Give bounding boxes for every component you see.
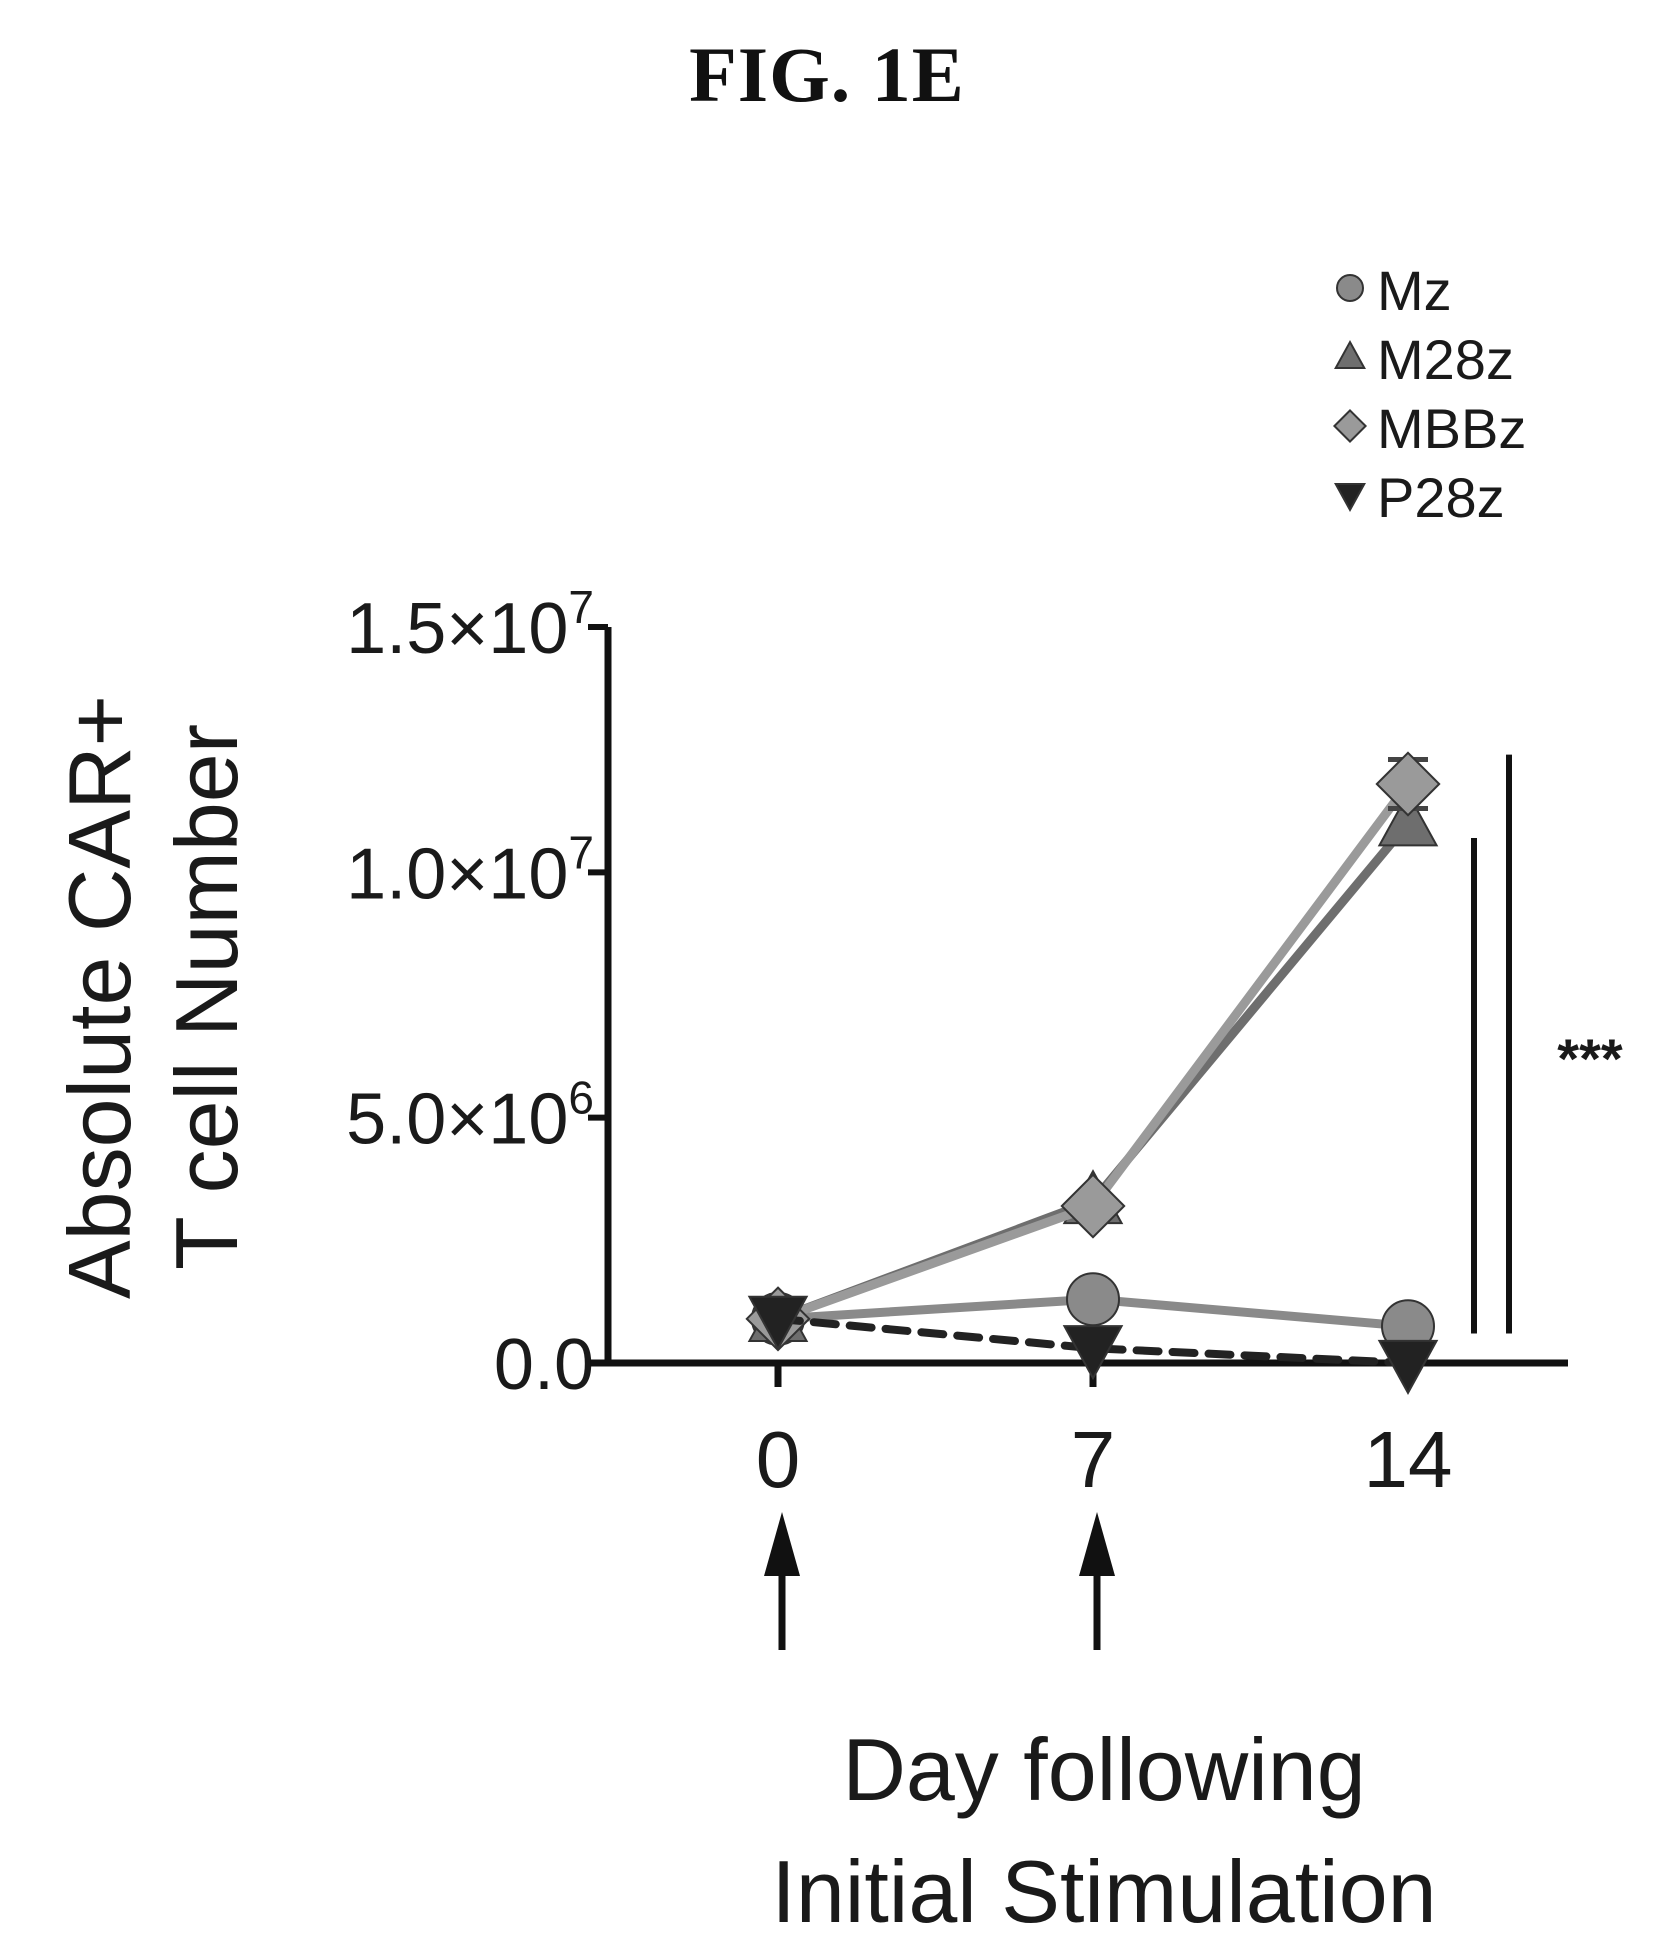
y-tick-label: 1.5×107 xyxy=(346,581,594,669)
y-tick-label-base: 5.0×10 xyxy=(346,1080,568,1160)
x-tick-label: 7 xyxy=(1071,1415,1116,1504)
data-point-mbbz xyxy=(1375,751,1441,817)
legend-label: MBBz xyxy=(1377,397,1526,460)
legend-label: P28z xyxy=(1377,466,1505,529)
figure-label: FIG. 1E xyxy=(689,31,965,118)
x-axis-ticks: 0 7 14 xyxy=(756,1363,1453,1504)
y-tick-label: 5.0×106 xyxy=(346,1072,594,1160)
legend-marker-p28z xyxy=(1334,482,1366,513)
series-line-p28z xyxy=(774,1314,1412,1367)
series-p28z xyxy=(747,1295,1439,1395)
axes xyxy=(590,627,1568,1367)
y-axis-label-line: Absolute CAR+ xyxy=(50,695,149,1299)
legend-label: M28z xyxy=(1377,328,1514,391)
y-tick-label-exponent: 6 xyxy=(568,1072,594,1124)
y-axis-label-line: T cell Number xyxy=(157,724,256,1270)
legend-marker-mbbz xyxy=(1332,408,1368,444)
series-line-m28z xyxy=(773,818,1413,1324)
y-tick-label-base: 1.0×10 xyxy=(346,834,568,914)
x-tick-label: 14 xyxy=(1364,1415,1453,1504)
x-axis-label-line: Day following xyxy=(842,1720,1365,1819)
y-axis-label: Absolute CAR+ T cell Number xyxy=(50,695,256,1299)
stimulation-arrow-head xyxy=(764,1512,800,1576)
data-point-p28z xyxy=(1062,1325,1124,1381)
data-series xyxy=(745,751,1441,1395)
y-tick-label-exponent: 7 xyxy=(568,581,594,633)
series-mbbz xyxy=(745,751,1441,1352)
data-point-mz xyxy=(1066,1272,1120,1327)
y-tick-label: 1.0×107 xyxy=(346,826,594,914)
stimulation-arrow-head xyxy=(1079,1512,1115,1576)
y-tick-label-base: 0.0 xyxy=(494,1325,594,1405)
y-tick-label-exponent: 7 xyxy=(568,826,594,878)
series-line-mbbz xyxy=(773,779,1413,1324)
legend-marker-m28z xyxy=(1334,339,1366,370)
data-point-m28z xyxy=(1377,791,1439,847)
y-tick-label: 0.0 xyxy=(494,1325,594,1405)
x-tick-label: 0 xyxy=(756,1415,801,1504)
significance-stars: *** xyxy=(1557,1027,1623,1090)
data-point-mbbz xyxy=(1060,1173,1126,1239)
stimulation-arrows xyxy=(764,1512,1115,1650)
x-axis-label: Day following Initial Stimulation xyxy=(771,1720,1436,1941)
y-tick-label-base: 1.5×10 xyxy=(346,589,568,669)
legend-marker-mz xyxy=(1336,274,1364,302)
significance-annotation: *** xyxy=(1471,754,1623,1334)
legend-label: Mz xyxy=(1377,259,1452,322)
data-point-p28z xyxy=(747,1295,809,1351)
data-point-p28z xyxy=(1377,1339,1439,1395)
x-axis-label-line: Initial Stimulation xyxy=(771,1842,1436,1941)
series-m28z xyxy=(747,791,1439,1342)
